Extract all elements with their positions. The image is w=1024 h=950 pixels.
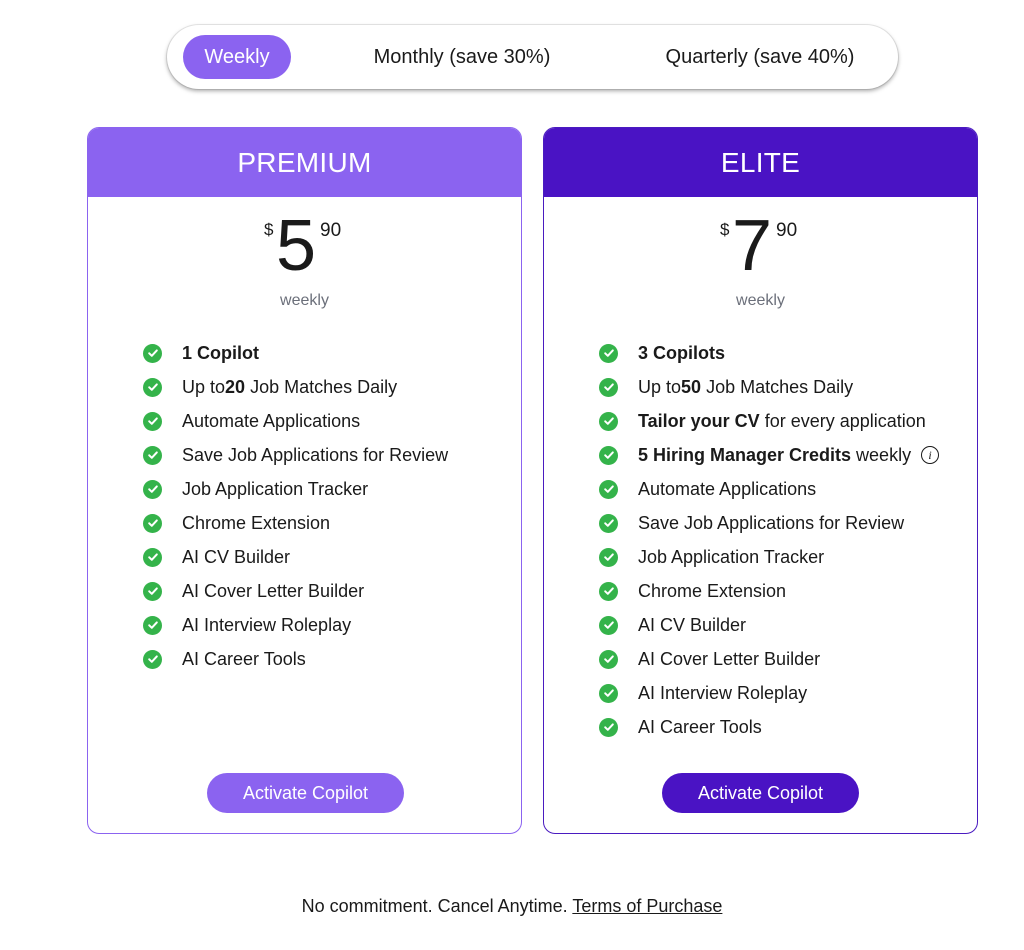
plan-title: PREMIUM <box>88 128 521 197</box>
check-circle-icon <box>599 649 618 669</box>
feature-item: Job Application Tracker <box>599 540 939 574</box>
feature-item: AI Cover Letter Builder <box>143 574 448 608</box>
info-icon[interactable]: i <box>921 446 940 464</box>
feature-text: AI Career Tools <box>638 716 762 737</box>
check-circle-icon <box>143 445 162 465</box>
feature-item: Up to 50 Job Matches Daily <box>599 370 939 404</box>
check-circle-icon <box>143 615 162 635</box>
price-period: weekly <box>280 292 329 309</box>
check-circle-icon <box>143 649 162 669</box>
activate-copilot-button[interactable]: Activate Copilot <box>207 773 404 813</box>
check-circle-icon <box>143 581 162 601</box>
activate-copilot-button[interactable]: Activate Copilot <box>662 773 859 813</box>
check-circle-icon <box>599 683 618 703</box>
feature-item: 1 Copilot <box>143 336 448 370</box>
price-currency: $ <box>720 220 730 239</box>
check-circle-icon <box>143 547 162 567</box>
feature-text-prefix: Up to <box>182 376 226 397</box>
check-circle-icon <box>599 479 618 499</box>
check-circle-icon <box>599 615 618 635</box>
feature-text: Chrome Extension <box>182 512 331 533</box>
price-cents: 90 <box>320 220 342 241</box>
price-cents: 90 <box>776 220 798 241</box>
feature-text: AI CV Builder <box>638 614 747 635</box>
feature-item: AI Career Tools <box>143 642 448 676</box>
feature-text: AI Career Tools <box>182 648 306 669</box>
footer: No commitment. Cancel Anytime. Terms of … <box>0 896 1024 917</box>
check-circle-icon <box>599 581 618 601</box>
feature-list: 3 Copilots Up to 50 Job Matches Daily Tail… <box>599 336 940 744</box>
feature-text: Job Matches Daily <box>245 376 398 397</box>
check-circle-icon <box>599 377 618 397</box>
feature-item: Up to 20 Job Matches Daily <box>143 370 448 404</box>
feature-text: Job Application Tracker <box>638 546 825 567</box>
feature-highlight: 3 Copilots <box>638 342 726 363</box>
feature-item: Job Application Tracker <box>143 472 448 506</box>
toggle-option-quarterly[interactable]: Quarterly (save 40%) <box>665 46 855 68</box>
check-circle-icon <box>143 343 162 363</box>
plan-price: $ 7 90 <box>544 210 977 282</box>
price-period: weekly <box>736 292 785 309</box>
toggle-option-monthly[interactable]: Monthly (save 30%) <box>373 46 551 68</box>
feature-item: AI CV Builder <box>599 608 939 642</box>
feature-text: Save Job Applications for Review <box>182 444 449 465</box>
check-circle-icon <box>143 513 162 533</box>
feature-item: Save Job Applications for Review <box>143 438 448 472</box>
check-circle-icon <box>143 479 162 499</box>
plan-title: ELITE <box>544 128 977 197</box>
feature-list: 1 Copilot Up to 20 Job Matches Daily Autom… <box>143 336 448 676</box>
feature-item: Save Job Applications for Review <box>599 506 939 540</box>
feature-text: Automate Applications <box>638 478 817 499</box>
feature-highlight: 20 <box>225 376 246 397</box>
footer-text: No commitment. Cancel Anytime. <box>301 896 573 916</box>
toggle-option-weekly[interactable]: Weekly <box>183 35 291 79</box>
feature-text-prefix: Up to <box>638 376 682 397</box>
feature-item: Chrome Extension <box>143 506 448 540</box>
feature-text: AI CV Builder <box>182 546 291 567</box>
check-circle-icon <box>599 547 618 567</box>
feature-text: AI Interview Roleplay <box>182 614 352 635</box>
plan-card-premium: PREMIUM $ 5 90 weekly 1 Copilot Up to 20 … <box>87 127 522 834</box>
feature-highlight: 5 Hiring Manager Credits <box>638 444 852 465</box>
feature-text: AI Cover Letter Builder <box>638 648 821 669</box>
feature-text: for every application <box>759 410 926 431</box>
feature-highlight: 50 <box>681 376 702 397</box>
feature-item: AI CV Builder <box>143 540 448 574</box>
feature-item: Chrome Extension <box>599 574 939 608</box>
check-circle-icon <box>599 445 618 465</box>
feature-item: 3 Copilots <box>599 336 939 370</box>
plan-card-elite: ELITE $ 7 90 weekly 3 Copilots Up to 50 J… <box>543 127 978 834</box>
feature-text: Job Matches Daily <box>701 376 854 397</box>
feature-highlight: Tailor your CV <box>638 410 760 431</box>
check-circle-icon <box>599 513 618 533</box>
plan-price: $ 5 90 <box>88 210 521 282</box>
price-amount: 5 <box>276 206 317 286</box>
feature-text: AI Cover Letter Builder <box>182 580 365 601</box>
feature-item: 5 Hiring Manager Credits weekly i <box>599 438 940 472</box>
feature-item: AI Career Tools <box>599 710 939 744</box>
feature-item: AI Cover Letter Builder <box>599 642 939 676</box>
feature-text: Automate Applications <box>182 410 361 431</box>
check-circle-icon <box>143 411 162 431</box>
price-amount: 7 <box>732 206 773 286</box>
terms-of-purchase-link[interactable]: Terms of Purchase <box>572 896 723 916</box>
check-circle-icon <box>599 717 618 737</box>
check-circle-icon <box>143 377 162 397</box>
billing-period-toggle: Weekly Monthly (save 30%) Quarterly (sav… <box>167 25 898 89</box>
feature-item: Tailor your CV for every application <box>599 404 939 438</box>
feature-item: AI Interview Roleplay <box>599 676 939 710</box>
check-circle-icon <box>599 343 618 363</box>
feature-text: Save Job Applications for Review <box>638 512 905 533</box>
feature-item: AI Interview Roleplay <box>143 608 448 642</box>
feature-text: Chrome Extension <box>638 580 787 601</box>
feature-item: Automate Applications <box>143 404 448 438</box>
price-currency: $ <box>264 220 274 239</box>
feature-text: Job Application Tracker <box>182 478 369 499</box>
feature-text: weekly <box>851 444 912 465</box>
feature-item: Automate Applications <box>599 472 939 506</box>
feature-highlight: 1 Copilot <box>182 342 259 363</box>
check-circle-icon <box>599 411 618 431</box>
feature-text: AI Interview Roleplay <box>638 682 808 703</box>
